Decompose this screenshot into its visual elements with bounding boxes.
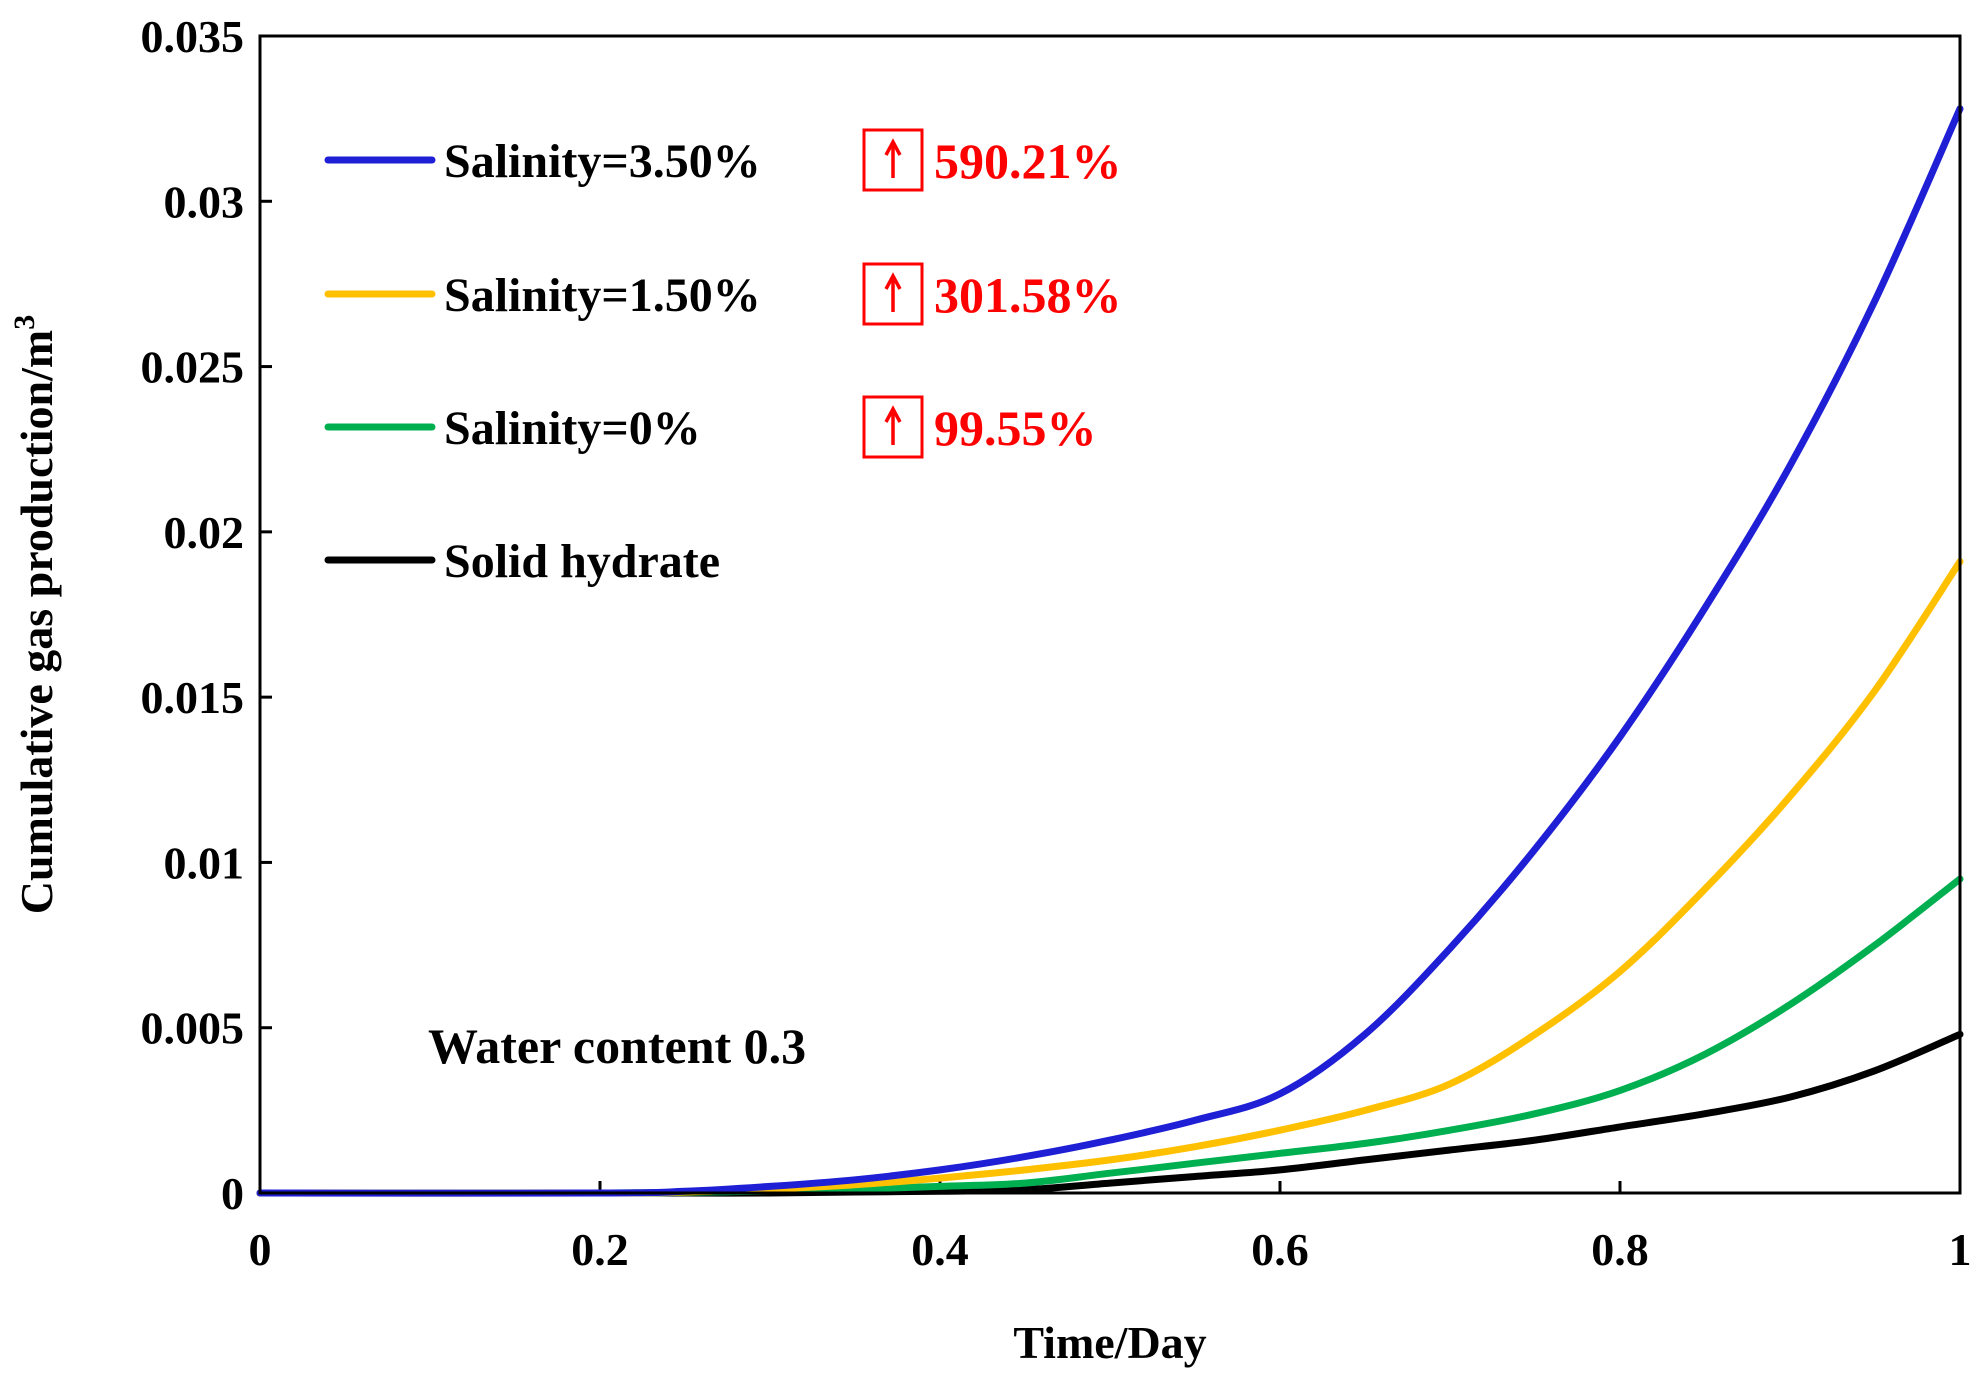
up-arrow-head bbox=[884, 272, 902, 290]
legend-label-salinity-3-50: Salinity=3.50% bbox=[444, 135, 761, 188]
y-axis-title-main: Cumulative gas production/m bbox=[11, 330, 62, 914]
x-tick-label: 0 bbox=[249, 1224, 272, 1275]
x-tick-label: 0.6 bbox=[1251, 1224, 1309, 1275]
increase-box-salinity-1-50 bbox=[862, 262, 924, 326]
increase-label-salinity-1-50: 301.58% bbox=[934, 267, 1122, 323]
legend-label-salinity-0: Salinity=0% bbox=[444, 402, 701, 455]
legend: Salinity=3.50% 590.21% Salinity=1.50% 301.5… bbox=[324, 128, 1122, 588]
y-axis-ticks: 0 0.005 0.01 0.015 0.02 0.025 0.03 0.035 bbox=[141, 11, 272, 1219]
y-tick-label: 0 bbox=[221, 1168, 244, 1219]
y-axis-title-superscript: 3 bbox=[8, 315, 41, 330]
legend-label-salinity-1-50: Salinity=1.50% bbox=[444, 269, 761, 322]
x-axis-title: Time/Day bbox=[1013, 1317, 1206, 1368]
y-tick-label: 0.005 bbox=[141, 1003, 245, 1054]
water-content-annotation: Water content 0.3 bbox=[428, 1018, 806, 1074]
y-tick-label: 0.035 bbox=[141, 11, 245, 62]
up-arrow-head bbox=[884, 138, 902, 156]
legend-label-solid-hydrate: Solid hydrate bbox=[444, 535, 720, 588]
x-tick-label: 0.4 bbox=[911, 1224, 969, 1275]
series-line-salinity-1-50 bbox=[256, 558, 1964, 1197]
y-tick-label: 0.03 bbox=[164, 176, 245, 227]
increase-box-salinity-0 bbox=[862, 395, 924, 459]
increase-label-salinity-3-50: 590.21% bbox=[934, 133, 1122, 189]
y-tick-label: 0.02 bbox=[164, 507, 245, 558]
up-arrow-head bbox=[884, 405, 902, 423]
y-axis-title: Cumulative gas production/m3 bbox=[8, 315, 62, 914]
increase-label-salinity-0: 99.55% bbox=[934, 400, 1097, 456]
y-tick-label: 0.01 bbox=[164, 837, 245, 888]
plot-frame bbox=[258, 34, 1962, 1195]
x-axis-ticks: 0 0.2 0.4 0.6 0.8 1 bbox=[249, 1181, 1972, 1275]
increase-box-salinity-3-50 bbox=[862, 128, 924, 192]
x-tick-label: 1 bbox=[1949, 1224, 1972, 1275]
y-tick-label: 0.015 bbox=[141, 672, 245, 723]
x-tick-label: 0.2 bbox=[571, 1224, 629, 1275]
y-tick-label: 0.025 bbox=[141, 342, 245, 393]
series-line-salinity-3-50 bbox=[256, 105, 1964, 1197]
x-tick-label: 0.8 bbox=[1591, 1224, 1649, 1275]
